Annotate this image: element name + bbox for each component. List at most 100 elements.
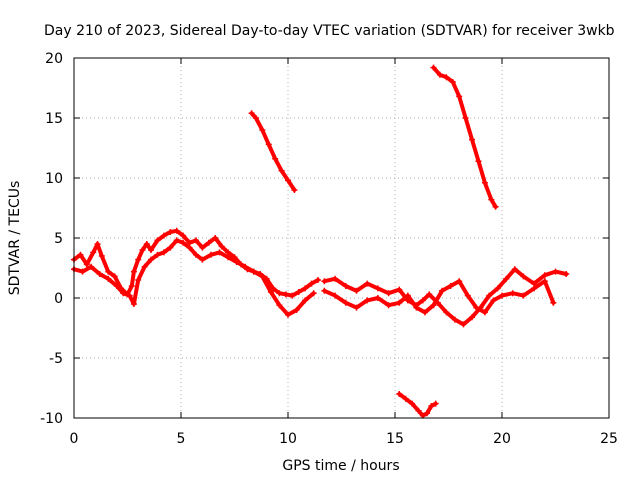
data-point — [130, 268, 137, 275]
data-point — [276, 302, 283, 309]
data-point — [272, 155, 279, 162]
data-point — [143, 241, 150, 247]
data-point — [111, 273, 118, 280]
series-track-7 — [431, 65, 498, 209]
data-point — [308, 280, 315, 287]
data-point — [285, 311, 291, 318]
data-point — [130, 301, 137, 307]
data-point — [492, 203, 499, 210]
data-point — [374, 285, 381, 292]
data-point — [520, 292, 527, 299]
data-point — [90, 249, 97, 256]
data-point — [154, 237, 161, 244]
data-point — [141, 263, 148, 270]
data-point — [509, 290, 516, 297]
data-point — [503, 275, 510, 282]
data-point — [424, 410, 431, 417]
data-point — [250, 268, 257, 275]
data-point — [173, 237, 180, 244]
y-tick-label: 5 — [54, 231, 63, 247]
data-point — [364, 297, 371, 304]
y-tick-label: -10 — [40, 411, 63, 427]
x-tick-label: 25 — [600, 431, 618, 447]
data-point — [205, 239, 212, 246]
data-point — [490, 297, 497, 304]
data-point — [225, 254, 232, 261]
data-point — [353, 287, 360, 294]
series-track-6 — [397, 392, 438, 418]
data-point — [207, 251, 214, 258]
y-tick-label: 10 — [45, 171, 63, 187]
data-point — [364, 280, 371, 287]
data-point — [180, 239, 187, 246]
data-point — [259, 127, 266, 133]
data-point — [113, 283, 120, 289]
data-point — [252, 115, 259, 121]
data-point — [469, 136, 476, 143]
data-point — [456, 278, 463, 285]
series-track-3 — [249, 111, 297, 192]
data-point — [77, 251, 84, 258]
data-point — [511, 266, 518, 273]
data-point — [160, 232, 167, 239]
data-point — [473, 304, 480, 311]
data-point — [475, 158, 482, 165]
data-point — [135, 277, 142, 283]
data-point — [439, 287, 446, 294]
data-point — [148, 247, 155, 253]
data-point — [105, 275, 112, 282]
data-point — [242, 263, 249, 270]
y-tick-label: 20 — [45, 51, 63, 67]
data-point — [135, 256, 142, 263]
data-point — [396, 286, 403, 293]
data-point — [321, 278, 328, 285]
data-series-group — [71, 64, 570, 419]
data-point — [148, 256, 155, 263]
data-point — [83, 261, 90, 268]
data-point — [449, 79, 456, 85]
data-point — [481, 309, 488, 316]
x-tick-label: 15 — [386, 431, 404, 447]
data-point — [276, 290, 283, 297]
data-point — [167, 244, 174, 251]
data-point — [180, 232, 187, 239]
data-point — [531, 285, 538, 292]
data-point — [192, 237, 199, 244]
x-axis-label: GPS time / hours — [282, 458, 399, 474]
data-point — [385, 290, 392, 297]
data-point — [126, 292, 133, 299]
grid-lines — [74, 58, 609, 418]
data-point — [402, 395, 409, 402]
data-point — [218, 243, 225, 250]
data-point — [105, 268, 112, 275]
y-tick-label: 15 — [45, 111, 63, 127]
data-point — [154, 251, 161, 258]
series-track-4 — [322, 267, 569, 327]
data-point — [302, 297, 309, 304]
y-tick-label: 0 — [54, 291, 63, 307]
data-point — [494, 285, 501, 292]
data-point — [88, 263, 95, 270]
data-point — [285, 177, 291, 184]
data-point — [443, 309, 450, 316]
data-point — [462, 115, 469, 121]
data-point — [291, 187, 298, 193]
data-point — [96, 271, 103, 277]
data-point — [160, 249, 167, 256]
data-point — [342, 299, 349, 306]
data-point — [415, 407, 422, 414]
data-point — [481, 179, 488, 186]
axis-ticks: 0 5 10 15 20 25 -10 -5 0 5 10 15 20 — [40, 51, 618, 447]
data-point — [278, 167, 285, 174]
data-point — [332, 275, 339, 282]
data-point — [550, 299, 557, 306]
x-tick-label: 5 — [177, 431, 186, 447]
data-point — [430, 302, 437, 309]
data-point — [451, 316, 458, 323]
data-point — [310, 290, 317, 297]
data-point — [460, 321, 467, 328]
data-point — [552, 268, 559, 275]
data-point — [385, 302, 392, 309]
data-point — [464, 292, 471, 299]
x-tick-label: 10 — [279, 431, 297, 447]
